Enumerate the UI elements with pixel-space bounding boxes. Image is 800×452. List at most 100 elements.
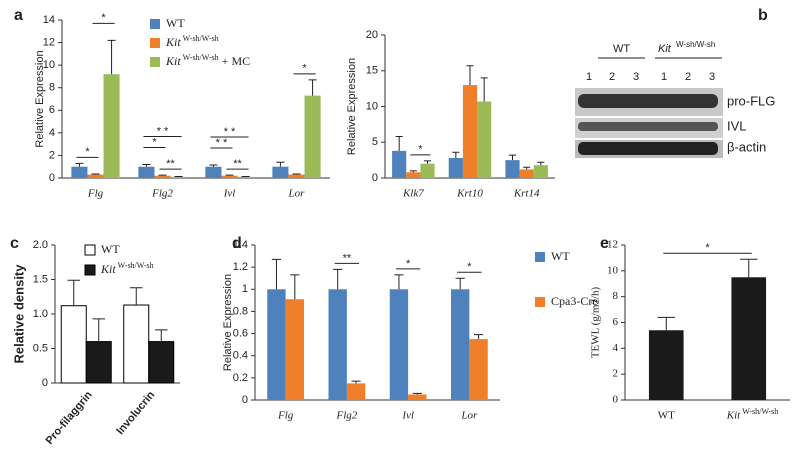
x-tick-label: Flg (87, 188, 104, 200)
y-axis-label: Relative density (11, 264, 26, 364)
bar (138, 166, 155, 178)
panel-letter: d (232, 235, 242, 252)
y-tick-label: 12 (43, 36, 55, 48)
legend-label-suffix: + MC (222, 54, 250, 68)
error-bar (225, 174, 234, 176)
bar (505, 160, 520, 178)
error-bar (409, 170, 417, 173)
significance-label: * (705, 242, 710, 254)
legend-swatch (535, 252, 545, 262)
error-bar (158, 174, 167, 176)
bar (519, 169, 534, 178)
x-tick-label: Krt10 (456, 188, 483, 200)
significance-label: * (467, 261, 472, 273)
x-tick-label: Flg (277, 410, 294, 422)
bar (103, 74, 120, 178)
error-bar (75, 162, 84, 167)
legend-label: WT (551, 249, 570, 263)
error-bar (130, 287, 143, 306)
bar (285, 299, 304, 400)
legend-swatch (535, 297, 545, 307)
y-tick-label: 20 (366, 29, 378, 41)
bar (731, 277, 767, 400)
bar (123, 304, 150, 384)
error-bar (290, 274, 300, 300)
significance-label: * (101, 12, 106, 24)
western-blot: b WT Kit W-sh/W-sh 1 2 3 1 2 3 pro-FLG I… (575, 7, 775, 158)
y-tick-label: 0.4 (233, 350, 248, 362)
error-bar (67, 279, 80, 306)
x-tick-label: Ivl (401, 410, 414, 422)
x-tick-label: Lor (460, 410, 478, 422)
legend-swatch (150, 19, 160, 29)
y-tick-label: 10 (43, 59, 55, 71)
bar (170, 176, 187, 178)
band-label: β-actin (727, 139, 766, 154)
x-tick-label: Ivl (223, 188, 236, 200)
bar (533, 165, 548, 178)
error-bar (292, 173, 301, 175)
significance-label: * (406, 258, 411, 270)
legend-label-sup: W-sh/W-sh (118, 261, 154, 270)
x-tick-label: Involucrin (114, 389, 157, 437)
bar (71, 166, 88, 178)
legend-swatch (150, 57, 160, 67)
error-bar (333, 268, 343, 290)
error-bar (308, 79, 317, 96)
significance-label: * * (224, 126, 236, 138)
error-bar (452, 151, 460, 158)
y-tick-label: 0.8 (233, 305, 248, 317)
band-label: IVL (727, 118, 747, 133)
bar (148, 341, 175, 384)
error-bar (412, 392, 422, 395)
lane-label: 3 (709, 71, 715, 83)
lane-label: 1 (661, 71, 667, 83)
y-tick-label: 10 (607, 264, 619, 276)
y-tick-label: 1.2 (233, 261, 248, 273)
y-tick-label: 0 (372, 172, 378, 184)
error-bar (473, 334, 484, 340)
significance-label: * (85, 146, 90, 158)
y-tick-label: 0.2 (233, 372, 248, 384)
error-bar (455, 277, 465, 290)
bar (408, 394, 427, 400)
y-tick-label: 1 (242, 283, 248, 295)
error-bar (276, 161, 285, 167)
bar (288, 174, 305, 178)
significance-label: * (152, 136, 157, 148)
x-tick-label: Lor (288, 188, 306, 200)
lane-label: 2 (685, 71, 691, 83)
y-tick-label: 1.5 (33, 273, 48, 285)
bar (60, 305, 87, 384)
y-tick-label: 2 (613, 368, 619, 380)
legend-label-sup: W-sh/W-sh (183, 34, 219, 43)
bar (267, 289, 286, 400)
error-bar (394, 274, 404, 290)
lane-label: 2 (609, 71, 615, 83)
lane-label: 1 (586, 71, 592, 83)
bar (406, 172, 421, 178)
bar (85, 341, 112, 384)
x-tick-label: Klk7 (402, 188, 424, 200)
bar (328, 289, 347, 400)
legend-swatch (84, 264, 96, 276)
error-bar (423, 160, 432, 164)
band-label: pro-FLG (727, 93, 775, 108)
y-axis-label: TEWL (g/m2/h) (590, 286, 602, 358)
legend-label: Cpa3-Cre (551, 294, 598, 308)
blot-band (578, 142, 718, 155)
y-tick-label: 14 (43, 14, 55, 26)
error-bar (107, 39, 116, 75)
y-tick-label: 0.5 (33, 342, 48, 354)
y-axis-label: Relative Expression (34, 50, 46, 147)
significance-label: * (418, 144, 423, 156)
x-tick-label: Flg2 (151, 188, 173, 200)
x-tick-label: Krt14 (513, 188, 540, 200)
y-tick-label: 0 (613, 394, 619, 406)
bar (448, 157, 463, 178)
error-bar (537, 161, 545, 166)
error-bar (155, 329, 168, 342)
error-bar (395, 136, 403, 151)
y-tick-label: 0 (42, 377, 48, 389)
